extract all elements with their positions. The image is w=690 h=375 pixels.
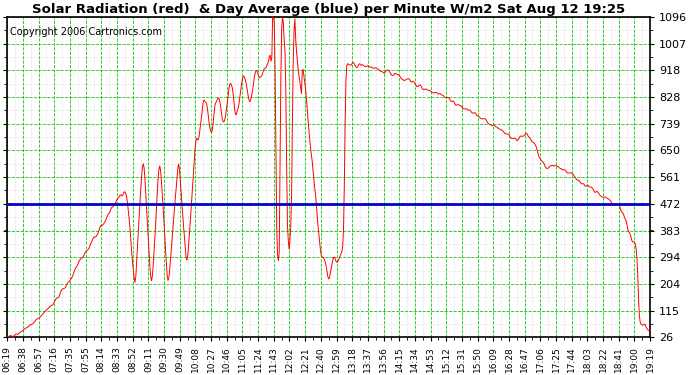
Text: Copyright 2006 Cartronics.com: Copyright 2006 Cartronics.com [10, 27, 162, 36]
Title: Solar Radiation (red)  & Day Average (blue) per Minute W/m2 Sat Aug 12 19:25: Solar Radiation (red) & Day Average (blu… [32, 3, 625, 16]
